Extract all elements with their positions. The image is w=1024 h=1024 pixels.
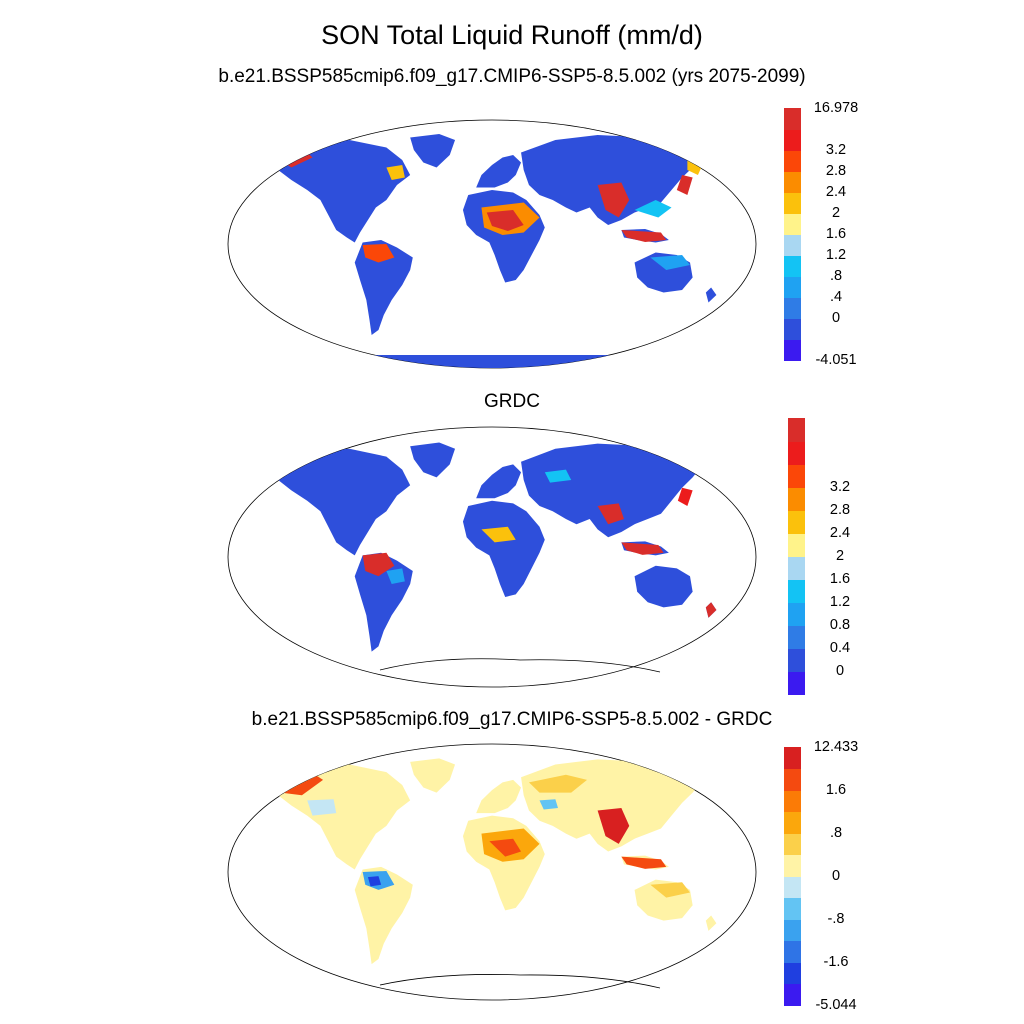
colorbar-grdc: 0 0.4 0.8 1.2 1.6 2 2.4 2.8 3.2 xyxy=(788,418,868,695)
panel-title-grdc: GRDC xyxy=(484,391,540,412)
colorbar-label: .4 xyxy=(829,289,843,305)
colorbar-segment xyxy=(788,556,805,580)
colorbar-segment xyxy=(784,192,801,214)
colorbar-label: -5.044 xyxy=(815,997,857,1013)
colorbar-label: 2 xyxy=(831,205,841,221)
colorbar-segment xyxy=(788,625,805,649)
colorbar-segment xyxy=(784,234,801,256)
colorbar-label: 3.2 xyxy=(829,479,851,495)
colorbar-segment xyxy=(784,919,801,941)
colorbar-segment xyxy=(784,108,801,130)
colorbar-segment xyxy=(784,876,801,898)
map-panel-grdc xyxy=(227,426,757,688)
colorbar-segment xyxy=(788,648,805,672)
colorbar-segment xyxy=(784,339,801,361)
colorbar-label: 2.8 xyxy=(829,502,851,518)
colorbar-label: 3.2 xyxy=(825,142,847,158)
colorbar-segment xyxy=(784,768,801,791)
colorbar-label: .8 xyxy=(829,825,843,841)
panel-title-diff: b.e21.BSSP585cmip6.f09_g17.CMIP6-SSP5-8.… xyxy=(251,709,773,730)
colorbar-segment xyxy=(788,464,805,488)
colorbar-label: 2.4 xyxy=(829,525,851,541)
colorbar-segment xyxy=(788,671,805,695)
map-panel-model xyxy=(227,119,757,369)
colorbar-segment xyxy=(788,602,805,626)
colorbar-segment xyxy=(784,171,801,193)
colorbar-segment xyxy=(784,213,801,235)
colorbar-segment xyxy=(784,854,801,877)
colorbar-label: 0 xyxy=(831,310,841,326)
map-panel-diff xyxy=(227,743,757,1001)
colorbar-segment xyxy=(784,833,801,855)
colorbar-segment xyxy=(788,533,805,557)
figure-title: SON Total Liquid Runoff (mm/d) xyxy=(321,20,703,50)
colorbar-label: 2.4 xyxy=(825,184,847,200)
colorbar-label: 1.6 xyxy=(829,571,851,587)
colorbar-label: -1.6 xyxy=(823,954,849,970)
panel-title-model: b.e21.BSSP585cmip6.f09_g17.CMIP6-SSP5-8.… xyxy=(218,66,806,87)
colorbar-segment xyxy=(784,747,801,769)
colorbar-segment xyxy=(784,318,801,340)
colorbar-segment xyxy=(784,150,801,172)
colorbar-segment xyxy=(784,962,801,984)
colorbar-segment xyxy=(788,579,805,603)
colorbar-label: 16.978 xyxy=(813,100,859,116)
colorbar-segment xyxy=(784,255,801,277)
colorbar-label: 1.6 xyxy=(825,782,847,798)
colorbar-label: 1.6 xyxy=(825,226,847,242)
colorbar-segment xyxy=(784,129,801,151)
colorbar-label: -4.051 xyxy=(815,352,857,368)
colorbar-label: 0.8 xyxy=(829,617,851,633)
colorbar-segment xyxy=(784,297,801,319)
colorbar-segment xyxy=(788,487,805,511)
colorbar-label: 2.8 xyxy=(825,163,847,179)
colorbar-label: 0.4 xyxy=(829,640,851,656)
colorbar-segment xyxy=(784,983,801,1006)
colorbar-label: 0 xyxy=(831,868,841,884)
colorbar-label: 1.2 xyxy=(825,247,847,263)
colorbar-segment xyxy=(784,811,801,834)
colorbar-segment xyxy=(788,510,805,534)
colorbar-segment xyxy=(784,940,801,963)
colorbar-segment xyxy=(784,276,801,298)
colorbar-model: -4.051 0 .4 .8 1.2 1.6 2 2.4 2.8 3.2 16.978 xyxy=(784,100,864,368)
colorbar-label: 0 xyxy=(835,663,845,679)
colorbar-segment xyxy=(788,418,805,442)
colorbar-segment xyxy=(784,897,801,920)
colorbar-label: .8 xyxy=(829,268,843,284)
colorbar-label: 2 xyxy=(835,548,845,564)
colorbar-segment xyxy=(784,790,801,812)
colorbar-segment xyxy=(788,441,805,465)
colorbar-label: -.8 xyxy=(827,911,845,927)
colorbar-label: 1.2 xyxy=(829,594,851,610)
colorbar-label: 12.433 xyxy=(813,739,859,755)
colorbar-diff: -5.044 -1.6 -.8 0 .8 1.6 12.433 xyxy=(784,739,864,1013)
